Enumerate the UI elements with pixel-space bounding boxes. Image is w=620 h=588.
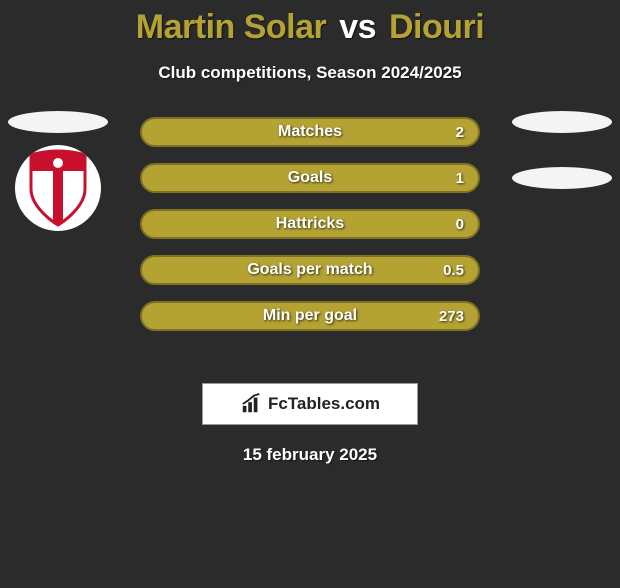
stat-bars: Matches 2 Goals 1 Hattricks 0 Goals per … bbox=[140, 117, 480, 347]
subtitle: Club competitions, Season 2024/2025 bbox=[0, 63, 620, 83]
stat-label: Hattricks bbox=[276, 215, 344, 233]
player1-avatar-placeholder bbox=[8, 111, 108, 133]
player2-name: Diouri bbox=[389, 8, 484, 46]
vs-text: vs bbox=[339, 8, 376, 46]
player2-avatar-slot bbox=[512, 111, 612, 189]
stat-right-value: 273 bbox=[439, 308, 464, 325]
player1-club-badge: C F bbox=[15, 145, 101, 231]
bar-chart-icon bbox=[240, 393, 262, 415]
svg-text:C: C bbox=[54, 189, 61, 200]
comparison-stage: C F Matches 2 Goals 1 Hattricks 0 Goals … bbox=[0, 117, 620, 377]
stat-label: Matches bbox=[278, 123, 342, 141]
brand-text: FcTables.com bbox=[268, 394, 380, 414]
stat-right-value: 0 bbox=[456, 216, 464, 233]
brand-box: FcTables.com bbox=[202, 383, 418, 425]
player1-name: Martin Solar bbox=[136, 8, 326, 46]
stat-bar-matches: Matches 2 bbox=[140, 117, 480, 147]
player1-avatar-slot: C F bbox=[8, 111, 108, 231]
stat-label: Min per goal bbox=[263, 307, 357, 325]
stat-right-value: 1 bbox=[456, 170, 464, 187]
stat-label: Goals per match bbox=[247, 261, 372, 279]
stat-bar-min-per-goal: Min per goal 273 bbox=[140, 301, 480, 331]
stat-label: Goals bbox=[288, 169, 332, 187]
player2-club-placeholder bbox=[512, 167, 612, 189]
stat-bar-goals-per-match: Goals per match 0.5 bbox=[140, 255, 480, 285]
date-text: 15 february 2025 bbox=[0, 445, 620, 465]
stat-right-value: 0.5 bbox=[443, 262, 464, 279]
stat-bar-goals: Goals 1 bbox=[140, 163, 480, 193]
page-title: Martin Solar vs Diouri bbox=[0, 8, 620, 47]
svg-text:F: F bbox=[55, 201, 61, 212]
stat-right-value: 2 bbox=[456, 124, 464, 141]
stat-bar-hattricks: Hattricks 0 bbox=[140, 209, 480, 239]
club-crest-icon: C F bbox=[23, 149, 93, 227]
player2-avatar-placeholder bbox=[512, 111, 612, 133]
